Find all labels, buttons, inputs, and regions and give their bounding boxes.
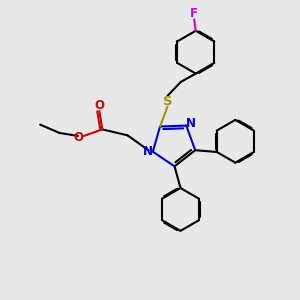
Text: N: N — [186, 117, 196, 130]
Text: O: O — [94, 98, 105, 112]
Text: F: F — [190, 7, 198, 20]
Text: O: O — [74, 130, 83, 144]
Text: N: N — [142, 145, 152, 158]
Text: S: S — [163, 95, 172, 108]
